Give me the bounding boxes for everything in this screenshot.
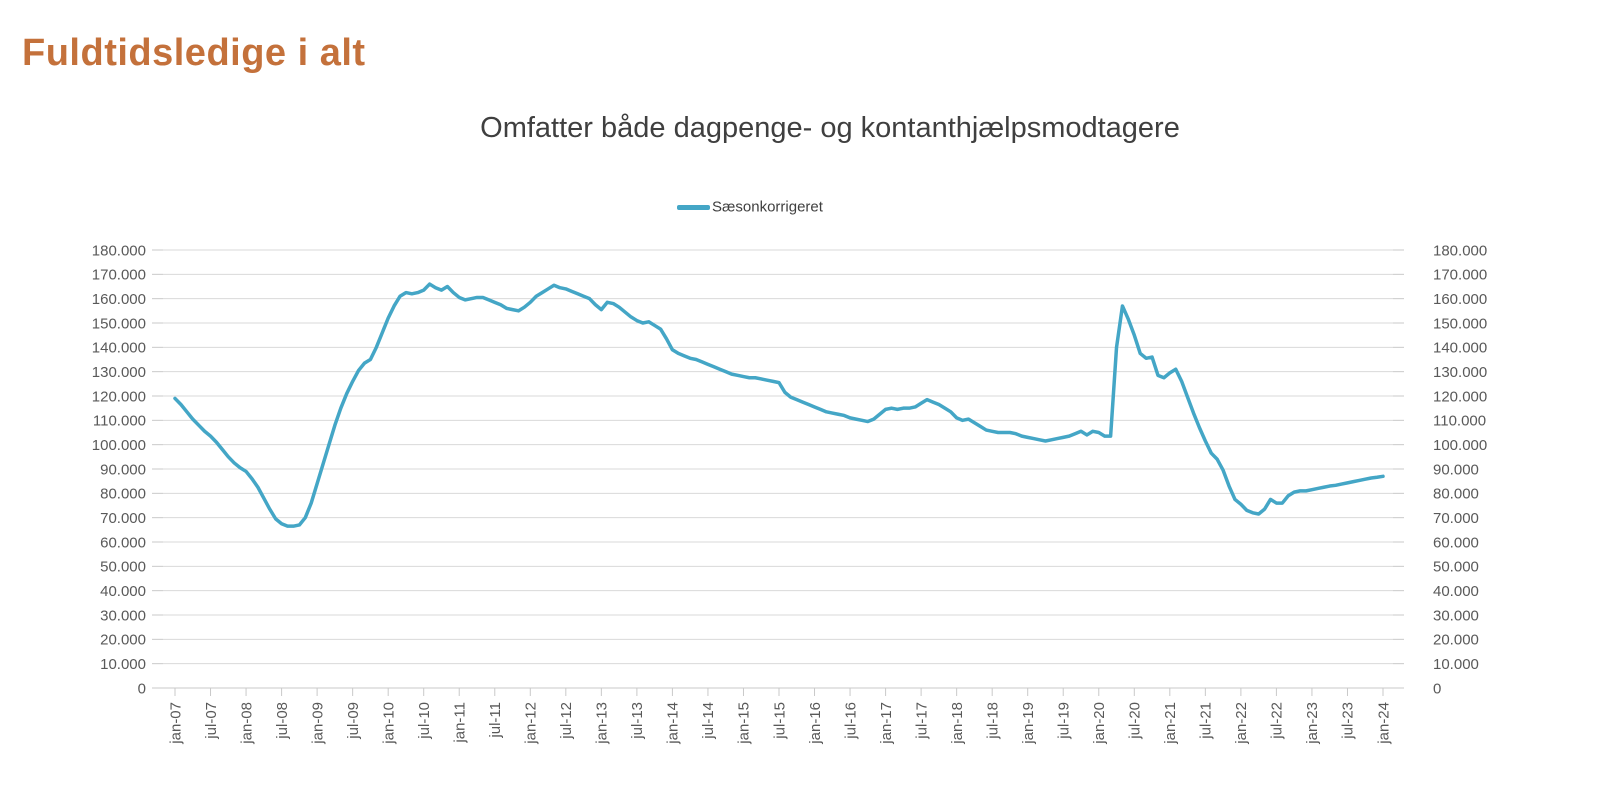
svg-text:140.000: 140.000 bbox=[1433, 340, 1487, 357]
svg-text:jul-16: jul-16 bbox=[842, 702, 859, 740]
svg-text:jan-24: jan-24 bbox=[1375, 702, 1392, 745]
svg-text:90.000: 90.000 bbox=[100, 461, 146, 478]
svg-text:110.000: 110.000 bbox=[1433, 413, 1486, 430]
svg-text:jul-12: jul-12 bbox=[558, 702, 575, 740]
chart-legend: Sæsonkorrigeret bbox=[0, 198, 1500, 216]
svg-text:jan-18: jan-18 bbox=[949, 702, 966, 745]
svg-text:50.000: 50.000 bbox=[1433, 559, 1479, 576]
svg-text:120.000: 120.000 bbox=[1433, 388, 1487, 405]
svg-text:20.000: 20.000 bbox=[100, 632, 146, 649]
legend-line-marker bbox=[677, 204, 711, 210]
svg-text:jan-16: jan-16 bbox=[807, 702, 824, 745]
svg-text:jul-19: jul-19 bbox=[1055, 702, 1072, 740]
svg-text:90.000: 90.000 bbox=[1433, 461, 1479, 478]
svg-text:jan-13: jan-13 bbox=[594, 702, 611, 745]
page-title: Fuldtidsledige i alt bbox=[22, 32, 366, 74]
svg-text:10.000: 10.000 bbox=[100, 656, 146, 673]
svg-text:jan-20: jan-20 bbox=[1091, 702, 1108, 745]
svg-text:180.000: 180.000 bbox=[1433, 242, 1487, 259]
svg-text:100.000: 100.000 bbox=[92, 437, 146, 454]
svg-text:80.000: 80.000 bbox=[1433, 486, 1479, 503]
svg-text:70.000: 70.000 bbox=[100, 510, 146, 527]
svg-text:jul-14: jul-14 bbox=[700, 702, 717, 740]
svg-text:jul-10: jul-10 bbox=[416, 702, 433, 740]
svg-text:170.000: 170.000 bbox=[92, 267, 146, 284]
svg-text:jan-17: jan-17 bbox=[878, 702, 895, 745]
svg-text:jan-11: jan-11 bbox=[451, 702, 468, 744]
svg-text:jul-17: jul-17 bbox=[913, 702, 930, 740]
svg-text:jul-09: jul-09 bbox=[345, 702, 362, 740]
svg-text:40.000: 40.000 bbox=[100, 583, 146, 600]
svg-text:jan-08: jan-08 bbox=[238, 702, 255, 745]
svg-text:150.000: 150.000 bbox=[92, 315, 146, 332]
svg-text:jan-09: jan-09 bbox=[309, 702, 326, 745]
svg-text:jan-10: jan-10 bbox=[380, 702, 397, 745]
svg-text:160.000: 160.000 bbox=[92, 291, 146, 308]
svg-text:80.000: 80.000 bbox=[100, 486, 146, 503]
svg-text:jul-18: jul-18 bbox=[984, 702, 1001, 740]
svg-text:jan-15: jan-15 bbox=[736, 702, 753, 745]
svg-text:jul-20: jul-20 bbox=[1127, 702, 1144, 740]
svg-text:110.000: 110.000 bbox=[93, 413, 146, 430]
svg-text:10.000: 10.000 bbox=[1433, 656, 1479, 673]
svg-text:60.000: 60.000 bbox=[100, 534, 146, 551]
svg-text:20.000: 20.000 bbox=[1433, 632, 1479, 649]
svg-text:30.000: 30.000 bbox=[1433, 607, 1479, 624]
svg-text:jan-12: jan-12 bbox=[523, 702, 540, 745]
svg-text:jan-07: jan-07 bbox=[167, 702, 184, 745]
svg-text:140.000: 140.000 bbox=[92, 340, 146, 357]
svg-text:jan-23: jan-23 bbox=[1304, 702, 1321, 745]
svg-text:160.000: 160.000 bbox=[1433, 291, 1487, 308]
svg-text:170.000: 170.000 bbox=[1433, 267, 1487, 284]
chart-title: Omfatter både dagpenge- og kontanthjælps… bbox=[480, 112, 1180, 144]
svg-text:0: 0 bbox=[1433, 680, 1441, 697]
svg-text:jan-14: jan-14 bbox=[665, 702, 682, 745]
svg-text:jan-22: jan-22 bbox=[1233, 702, 1250, 745]
svg-text:jul-22: jul-22 bbox=[1269, 702, 1286, 740]
svg-text:70.000: 70.000 bbox=[1433, 510, 1479, 527]
svg-text:130.000: 130.000 bbox=[1433, 364, 1487, 381]
svg-text:jan-21: jan-21 bbox=[1162, 702, 1179, 745]
svg-text:180.000: 180.000 bbox=[92, 242, 146, 259]
line-chart: 0 0 10.000 10.000 20.000 20.000 30.000 30.000 40… bbox=[92, 242, 1487, 745]
svg-text:jul-08: jul-08 bbox=[274, 702, 291, 740]
svg-text:130.000: 130.000 bbox=[92, 364, 146, 381]
svg-text:jul-15: jul-15 bbox=[771, 702, 788, 740]
svg-text:30.000: 30.000 bbox=[100, 607, 146, 624]
legend-label: Sæsonkorrigeret bbox=[712, 198, 823, 216]
svg-text:0: 0 bbox=[138, 680, 146, 697]
svg-text:jul-07: jul-07 bbox=[203, 702, 220, 740]
svg-text:jan-19: jan-19 bbox=[1020, 702, 1037, 745]
svg-text:120.000: 120.000 bbox=[92, 388, 146, 405]
svg-text:jul-11: jul-11 bbox=[487, 702, 504, 739]
svg-text:jul-13: jul-13 bbox=[629, 702, 646, 740]
svg-text:60.000: 60.000 bbox=[1433, 534, 1479, 551]
svg-text:jul-21: jul-21 bbox=[1198, 702, 1215, 740]
svg-text:50.000: 50.000 bbox=[100, 559, 146, 576]
svg-text:jul-23: jul-23 bbox=[1340, 702, 1357, 740]
svg-text:100.000: 100.000 bbox=[1433, 437, 1487, 454]
svg-text:40.000: 40.000 bbox=[1433, 583, 1479, 600]
svg-text:150.000: 150.000 bbox=[1433, 315, 1487, 332]
